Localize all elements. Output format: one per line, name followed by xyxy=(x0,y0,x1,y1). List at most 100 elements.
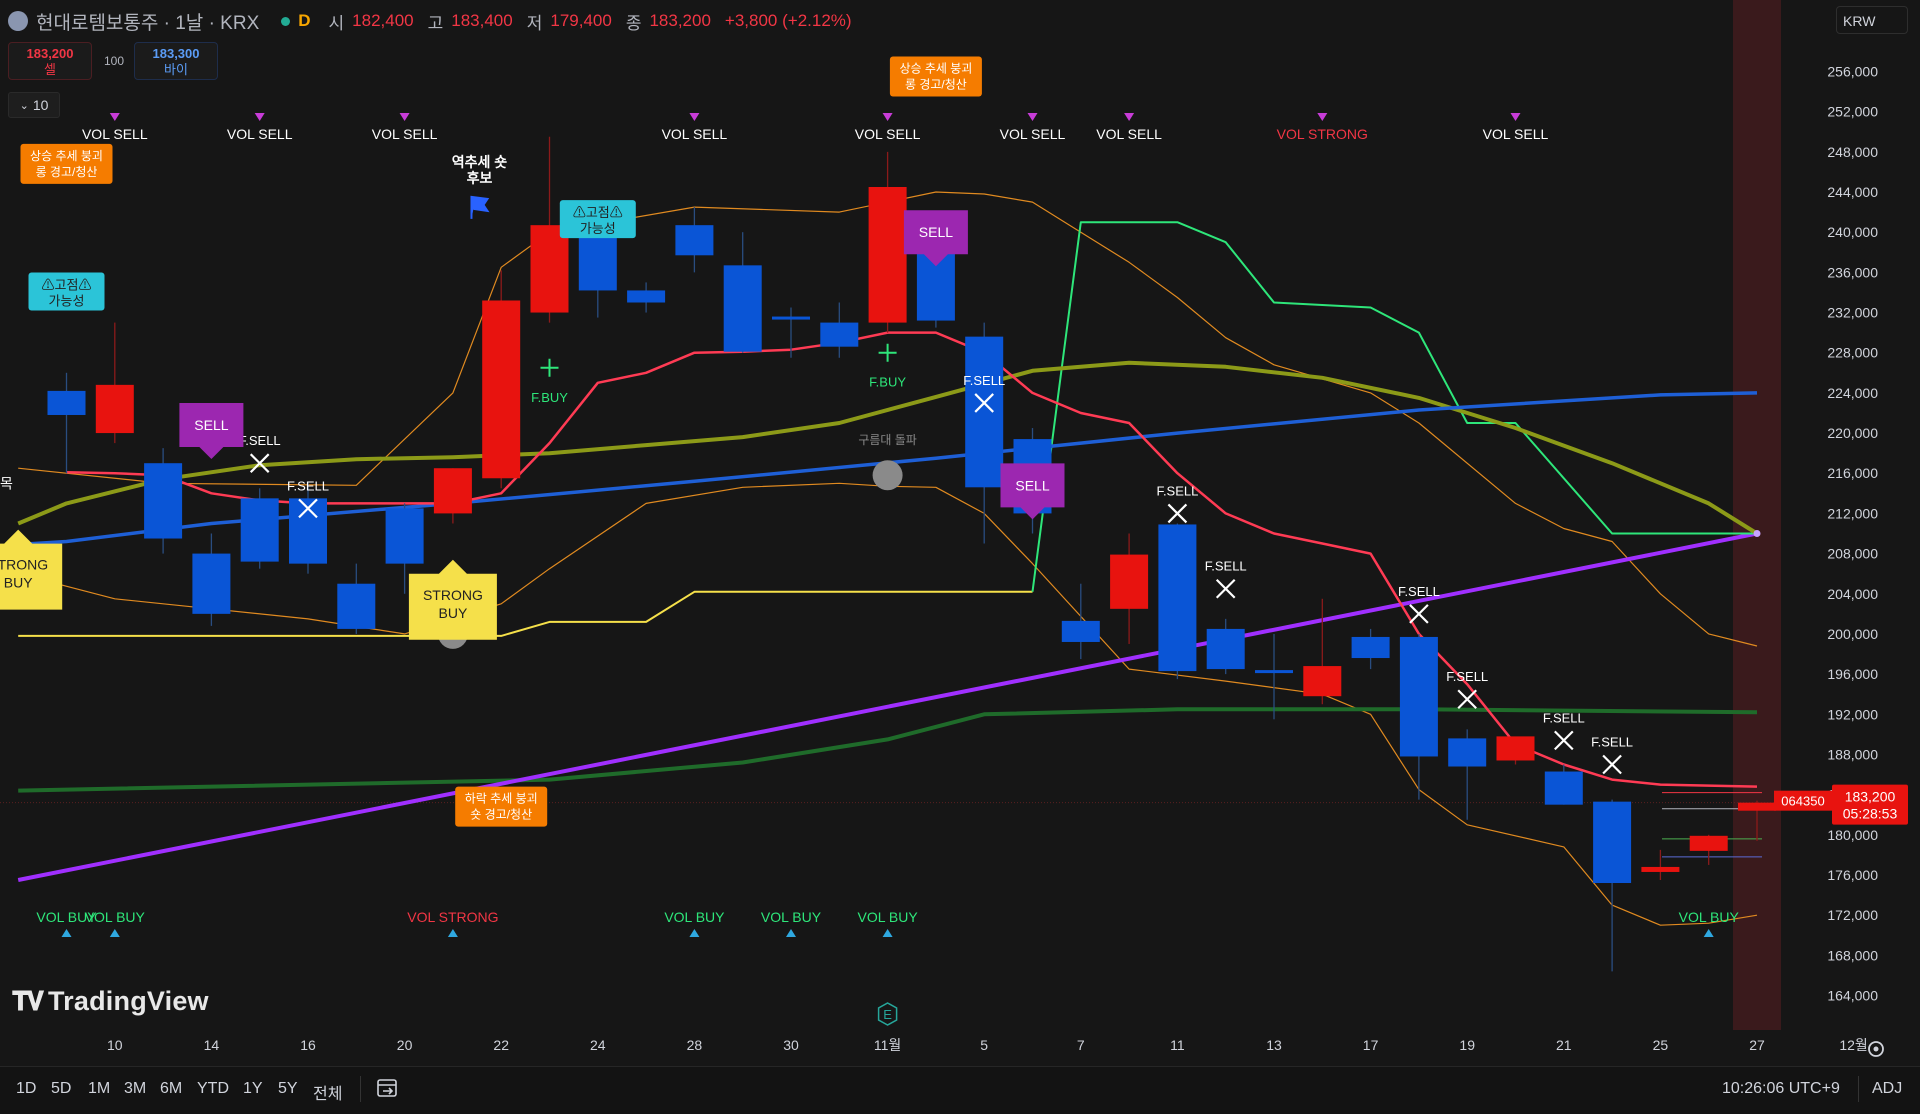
fsell-label: F.SELL xyxy=(287,478,329,493)
vol-sell-label: VOL SELL xyxy=(227,126,293,142)
vol-sell-label: VOL SELL xyxy=(855,126,921,142)
candle-body[interactable] xyxy=(144,463,183,539)
y-tick-label: 232,000 xyxy=(1827,305,1878,321)
candle-body[interactable] xyxy=(47,390,86,415)
candle-body[interactable] xyxy=(192,553,231,614)
peak-warning-badge xyxy=(559,200,636,239)
earnings-icon[interactable] xyxy=(877,1002,898,1026)
candle-body[interactable] xyxy=(675,225,714,256)
x-tick-label: 30 xyxy=(783,1037,799,1053)
candle-body[interactable] xyxy=(240,498,279,562)
candle-body[interactable] xyxy=(1544,771,1583,805)
buy-label: 바이 xyxy=(164,62,188,77)
candle-body[interactable] xyxy=(1158,524,1197,672)
candle-body[interactable] xyxy=(627,290,666,303)
peak-warning-label: ⚠고점⚠ xyxy=(573,205,623,220)
currency-selector[interactable]: KRW xyxy=(1836,6,1908,34)
x-tick-label: 5 xyxy=(980,1037,988,1053)
range-1d[interactable]: 1D xyxy=(16,1080,37,1097)
settings-gear-icon[interactable] xyxy=(1868,1041,1884,1057)
sell-label: 셀 xyxy=(44,62,56,77)
range-6m[interactable]: 6M xyxy=(160,1080,183,1097)
candle-body[interactable] xyxy=(1303,666,1342,697)
y-tick-label: 224,000 xyxy=(1827,385,1878,401)
candle-body[interactable] xyxy=(1206,628,1245,670)
sell-badge-label: SELL xyxy=(1015,477,1049,493)
strong-buy-label: STRONG xyxy=(423,587,483,603)
vol-buy-label: VOL BUY xyxy=(85,909,146,925)
candle-body[interactable] xyxy=(1110,554,1149,609)
symbol-title[interactable]: 현대로템보통주 · 1날 · KRX xyxy=(36,12,260,34)
trend-warning-label: 상승 추세 붕괴 xyxy=(899,62,972,76)
candle-body[interactable] xyxy=(337,583,376,629)
range-ytd[interactable]: YTD xyxy=(197,1080,229,1097)
y-tick-label: 216,000 xyxy=(1827,465,1878,481)
bar-countdown-label: 05:28:53 xyxy=(1843,806,1898,822)
strong-buy-label: BUY xyxy=(439,605,468,621)
range-3m[interactable]: 3M xyxy=(124,1080,147,1097)
symbol-header: 현대로템보통주 · 1날 · KRX D 시 182,400 고 183,400 저… xyxy=(8,6,858,36)
sell-button[interactable]: 183,200 셀 xyxy=(8,42,92,80)
candle-body[interactable] xyxy=(723,265,762,352)
fbuy-label: F.BUY xyxy=(531,390,568,405)
fsell-x-icon xyxy=(1554,730,1574,751)
strong-buy-label: BUY xyxy=(4,575,33,591)
candle-body[interactable] xyxy=(1496,736,1535,761)
candle-body[interactable] xyxy=(1351,636,1390,659)
candle-body[interactable] xyxy=(95,384,134,434)
vol-sell-label: VOL SELL xyxy=(1483,126,1549,142)
vol-buy-label: VOL BUY xyxy=(858,909,919,925)
strong-buy-badge xyxy=(408,559,497,640)
candle-body[interactable] xyxy=(965,336,1004,488)
goto-date-icon[interactable] xyxy=(375,1076,401,1100)
candle-body[interactable] xyxy=(482,300,521,479)
fsell-x-icon xyxy=(1167,503,1188,524)
toolbar-divider xyxy=(1858,1076,1859,1102)
fsell-x-icon xyxy=(974,393,994,413)
x-tick-label: 7 xyxy=(1077,1037,1085,1053)
quantity-field[interactable]: 100 xyxy=(104,54,125,68)
change-value: +3,800 (+2.12%) xyxy=(724,11,852,30)
candle-body[interactable] xyxy=(1255,670,1293,674)
range-all[interactable]: 전체 xyxy=(313,1086,343,1103)
candle-body[interactable] xyxy=(1448,738,1487,767)
candle-body[interactable] xyxy=(1061,620,1100,642)
candle-body[interactable] xyxy=(1641,866,1680,872)
range-1y[interactable]: 1Y xyxy=(243,1080,263,1097)
candle-body[interactable] xyxy=(385,508,424,564)
lower-band-line xyxy=(18,482,1758,926)
candle-body[interactable] xyxy=(820,322,859,347)
fbuy-plus-icon xyxy=(540,358,559,377)
candle-body[interactable] xyxy=(1593,801,1632,884)
x-tick-label: 10 xyxy=(107,1037,123,1053)
peak-warning-label: 가능성 xyxy=(49,293,85,308)
range-5d[interactable]: 5D xyxy=(51,1080,72,1097)
x-tick-label: 11 xyxy=(1170,1037,1185,1053)
candle-body[interactable] xyxy=(1738,802,1776,811)
range-1m[interactable]: 1M xyxy=(88,1080,111,1097)
vol-sell-label: VOL SELL xyxy=(662,126,728,142)
interval-selector[interactable]: ⌄ 10 xyxy=(8,92,60,118)
buy-button[interactable]: 183,300 바이 xyxy=(134,42,218,80)
ema-blue-line xyxy=(18,391,1758,547)
signal-triangle-up xyxy=(882,929,893,937)
fsell-label: F.SELL xyxy=(1446,669,1488,684)
adj-toggle[interactable]: ADJ xyxy=(1872,1080,1903,1097)
clock[interactable]: 10:26:06 UTC+9 xyxy=(1722,1080,1840,1097)
y-tick-label: 204,000 xyxy=(1827,586,1878,602)
candle-body[interactable] xyxy=(868,187,907,323)
x-tick-label: 12월 xyxy=(1839,1037,1867,1053)
sell-badge xyxy=(1000,463,1065,520)
candle-body[interactable] xyxy=(1399,636,1438,757)
symbol-price-tag xyxy=(1774,790,1832,811)
candle-body[interactable] xyxy=(772,316,810,320)
low-label: 저 xyxy=(526,13,543,33)
fsell-label: F.SELL xyxy=(1543,710,1585,725)
candle-body[interactable] xyxy=(530,225,569,313)
candle-body[interactable] xyxy=(433,468,472,514)
candle-body[interactable] xyxy=(1689,835,1728,851)
symbol-price-tag-label: 064350 xyxy=(1781,794,1824,809)
y-tick-label: 200,000 xyxy=(1827,626,1878,642)
range-5y[interactable]: 5Y xyxy=(278,1080,298,1097)
